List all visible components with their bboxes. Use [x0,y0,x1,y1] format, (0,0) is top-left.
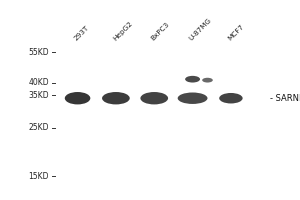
Text: 293T: 293T [73,25,91,42]
Text: 40KD: 40KD [28,78,49,87]
Text: HepG2: HepG2 [112,20,134,42]
Text: 55KD: 55KD [28,48,49,57]
Ellipse shape [185,76,200,83]
Text: - SARNP: - SARNP [269,94,300,103]
Text: 15KD: 15KD [28,172,49,181]
Ellipse shape [219,93,243,103]
Text: BxPC3: BxPC3 [150,21,171,42]
Text: 35KD: 35KD [28,91,49,100]
Ellipse shape [178,92,208,104]
Text: U-87MG: U-87MG [188,17,213,42]
Ellipse shape [202,78,213,83]
Ellipse shape [102,92,130,104]
Text: 25KD: 25KD [28,123,49,132]
Text: MCF7: MCF7 [227,24,245,42]
Ellipse shape [65,92,90,104]
Ellipse shape [140,92,168,104]
